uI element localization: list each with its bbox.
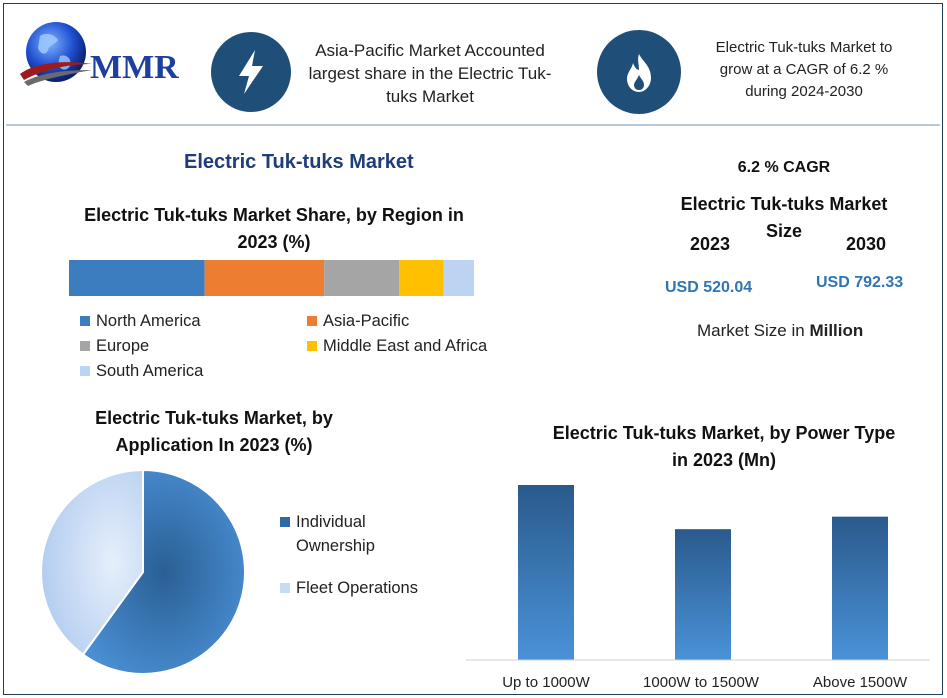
highlight1-text: Asia-Pacific Market Accounted largest sh… — [290, 39, 570, 108]
bar-label-1000w-to-1500w: 1000W to 1500W — [643, 674, 759, 691]
legend-item-asia-pacific: Asia-Pacific — [307, 312, 409, 331]
market-size-title-line2: Size — [765, 221, 803, 241]
market-size-title-line1: Electric Tuk-tuks Market — [680, 194, 888, 214]
legend-swatch-south-america — [80, 365, 90, 376]
region-segment-south-america — [443, 260, 474, 296]
power-bar-chart — [466, 485, 930, 661]
highlight2-badge — [597, 30, 681, 114]
legend-swatch-europe — [80, 340, 90, 351]
value-start: USD 520.04 — [665, 279, 753, 296]
page-title: Electric Tuk-tuks Market — [184, 151, 414, 173]
unit-prefix: Market Size in — [697, 321, 810, 340]
power-bar-above-1500w — [832, 516, 888, 660]
highlight1-line1: Asia-Pacific Market Accounted — [315, 41, 545, 60]
pie-swatch-fleet — [280, 582, 290, 593]
region-segment-europe — [324, 260, 400, 296]
application-pie-chart — [40, 468, 246, 675]
application-title-line2: Application In 2023 (%) — [115, 435, 313, 455]
bar-label-above-1500w: Above 1500W — [812, 674, 908, 691]
legend-label-asia-pacific: Asia-Pacific — [323, 312, 410, 330]
region-chart-title: Electric Tuk-tuks Market Share, by Regio… — [59, 202, 489, 256]
highlight2-line1: Electric Tuk-tuks Market to — [715, 39, 893, 56]
legend-swatch-asia-pacific — [307, 315, 317, 326]
pie-swatch-individual — [280, 517, 290, 527]
power-title-line1: Electric Tuk-tuks Market, by Power Type — [552, 423, 896, 443]
power-chart-title: Electric Tuk-tuks Market, by Power Type … — [524, 420, 924, 474]
pie-label-individual-line1: Individual — [296, 513, 366, 531]
value-end: USD 792.33 — [816, 274, 904, 291]
highlight2-line3: during 2024-2030 — [745, 83, 863, 100]
header-band — [4, 4, 942, 126]
legend-label-europe: Europe — [96, 337, 150, 355]
market-size-unit: Market Size in Million — [697, 321, 863, 341]
pie-label-fleet: Fleet Operations — [296, 579, 418, 597]
flame-icon — [627, 54, 651, 92]
infographic-frame: MMR Asia-Pacific Market Accounted larges… — [3, 3, 943, 695]
lightning-icon — [239, 50, 263, 94]
application-title-line1: Electric Tuk-tuks Market, by — [95, 408, 333, 428]
application-chart-title: Electric Tuk-tuks Market, by Application… — [54, 405, 374, 459]
globe-logo-icon — [20, 22, 92, 86]
legend-item-mea: Middle East and Africa — [307, 337, 487, 356]
legend-item-south-america: South America — [80, 362, 203, 381]
legend-swatch-mea — [307, 340, 317, 351]
legend-label-mea: Middle East and Africa — [323, 337, 488, 355]
highlight1-badge — [211, 32, 291, 112]
pie-legend-fleet: Fleet Operations — [280, 579, 418, 598]
region-title-line2: 2023 (%) — [237, 232, 311, 252]
header-divider — [6, 124, 940, 126]
power-bar-up-to-1000w — [518, 485, 574, 660]
region-segment-middle-east-and-africa — [399, 260, 444, 296]
power-bar-1000w-to-1500w — [675, 529, 731, 660]
pie-slice-individual-ownership — [81, 468, 246, 675]
legend-item-north-america: North America — [80, 312, 201, 331]
cagr-label: 6.2 % CAGR — [737, 159, 831, 176]
year-end: 2030 — [845, 234, 887, 254]
region-title-line1: Electric Tuk-tuks Market Share, by Regio… — [84, 205, 464, 225]
pie-slice-fleet-operations — [40, 468, 144, 656]
unit-bold: Million — [809, 321, 864, 340]
power-title-line2: in 2023 (Mn) — [671, 450, 777, 470]
highlight1-line2: largest share in the Electric Tuk- — [308, 64, 552, 83]
region-segment-asia-pacific — [204, 260, 325, 296]
bar-label-up-to-1000w: Up to 1000W — [502, 674, 590, 691]
legend-label-south-america: South America — [96, 362, 204, 380]
highlight2-text: Electric Tuk-tuks Market to grow at a CA… — [684, 37, 924, 103]
pie-label-individual-line2: Ownership — [296, 537, 375, 555]
region-segment-north-america — [69, 260, 205, 296]
year-start: 2023 — [689, 234, 731, 254]
legend-swatch-north-america — [80, 315, 90, 326]
highlight1-line3: tuks Market — [386, 87, 474, 106]
logo-text: MMR — [90, 49, 179, 86]
highlight2-line2: grow at a CAGR of 6.2 % — [719, 61, 889, 78]
region-stacked-bar — [69, 260, 474, 296]
legend-label-north-america: North America — [96, 312, 201, 330]
legend-item-europe: Europe — [80, 337, 149, 356]
market-size-title: Electric Tuk-tuks Market Size — [644, 191, 924, 245]
pie-legend-individual: Individual Ownership — [280, 510, 375, 558]
